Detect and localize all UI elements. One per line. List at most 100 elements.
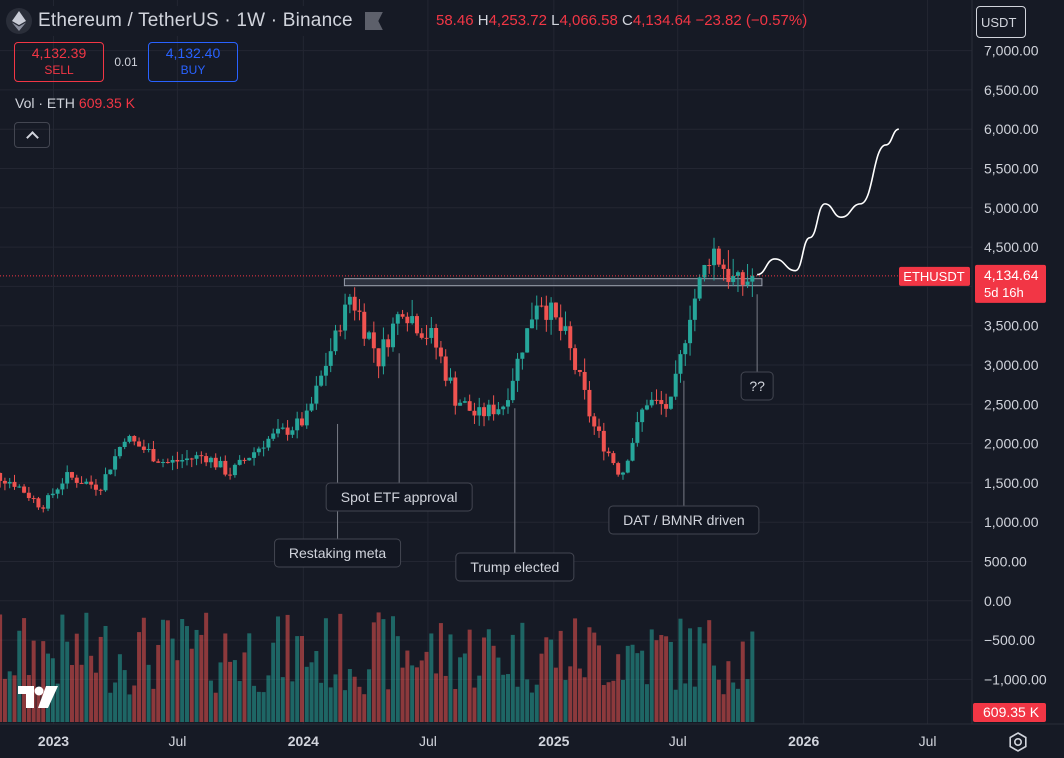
volume-bar <box>577 668 582 722</box>
candle-body <box>491 404 496 415</box>
candle-body <box>702 264 707 278</box>
volume-legend[interactable]: Vol · ETH 609.35 K <box>15 95 135 111</box>
candle-body <box>745 281 750 285</box>
sell-button[interactable]: 4,132.39 SELL <box>14 42 104 82</box>
candle-body <box>707 264 712 266</box>
candle-body <box>50 493 55 496</box>
candle-body <box>515 358 520 381</box>
buy-button[interactable]: 4,132.40 BUY <box>148 42 238 82</box>
volume-bar <box>271 642 276 722</box>
candle-body <box>261 447 266 449</box>
time-axis: 2023 Jul 2024 Jul 2025 Jul 2026 Jul <box>0 723 1064 749</box>
volume-bar <box>184 626 189 722</box>
volume-label: Vol · ETH <box>15 95 75 111</box>
candle-body <box>505 400 510 407</box>
volume-bar <box>352 676 357 722</box>
candle-body <box>137 441 142 447</box>
symbol-tag <box>899 266 970 286</box>
candle-body <box>616 463 621 475</box>
sell-label: SELL <box>44 63 74 77</box>
candle-body <box>510 380 515 401</box>
candle-body <box>424 337 429 339</box>
time-tick-label: Jul <box>168 733 186 749</box>
symbol-title[interactable]: Ethereum / TetherUS · 1W · Binance <box>38 10 353 31</box>
ohlc-low-label: L <box>551 12 560 29</box>
tradingview-logo-icon[interactable] <box>16 684 60 710</box>
candle-body <box>170 459 175 463</box>
candle-body <box>26 492 31 499</box>
candle-body <box>151 449 156 462</box>
annotations: Restaking meta Spot ETF approval Trump ele… <box>274 294 774 582</box>
volume-bar <box>17 630 22 722</box>
candle-body <box>2 480 7 484</box>
volume-bar <box>309 662 314 722</box>
candle-body <box>256 448 261 453</box>
volume-bar <box>410 665 415 722</box>
resistance-box <box>343 278 763 287</box>
volume-bar <box>735 688 740 722</box>
candle-body <box>692 298 697 320</box>
candle-body <box>180 460 185 462</box>
price-tick-label: 1,500.00 <box>984 475 1039 491</box>
candle-body <box>620 472 625 475</box>
candle-body <box>141 446 146 450</box>
price-tick-label: 4,500.00 <box>984 239 1039 255</box>
volume-bar <box>424 651 429 722</box>
price-axis: 7,000.00 6,500.00 6,000.00 5,500.00 5,000.00… <box>971 0 1047 724</box>
price-tick-label: 2,500.00 <box>984 396 1039 412</box>
volume-bar <box>553 667 558 722</box>
settings-gear-icon[interactable] <box>1007 731 1029 753</box>
candle-body <box>299 418 304 426</box>
volume-bar <box>644 684 649 722</box>
annotation-text: Trump elected <box>470 559 559 575</box>
volume-bar <box>108 692 113 722</box>
volume-bar <box>400 667 405 722</box>
candle-body <box>266 438 271 448</box>
volume-bar <box>501 674 506 722</box>
volume-bar <box>204 612 209 722</box>
collapse-legend-button[interactable] <box>14 122 50 148</box>
volume-bar <box>587 627 592 722</box>
candle-body <box>400 314 405 317</box>
annotation-box <box>455 552 575 582</box>
candle-body <box>31 498 36 500</box>
candle-body <box>237 459 242 465</box>
volume-bar <box>740 641 745 722</box>
candle-body <box>726 268 731 282</box>
volume-bar <box>74 633 79 722</box>
buy-price: 4,132.40 <box>165 45 221 61</box>
candle-body <box>309 403 314 411</box>
trade-panel: 4,132.39 SELL 0.01 4,132.40 BUY <box>14 42 238 82</box>
candle-body <box>539 305 544 307</box>
volume-bar <box>606 682 611 722</box>
volume-bar <box>692 686 697 722</box>
volume-bar <box>295 636 300 722</box>
candle-body <box>117 447 122 457</box>
buy-label: BUY <box>180 63 206 77</box>
volume-bar <box>534 684 539 722</box>
symbol-header[interactable]: Ethereum / TetherUS · 1W · Binance <box>6 6 389 36</box>
volume-bar <box>505 674 510 722</box>
candle-body <box>716 248 721 265</box>
currency-selector[interactable]: USDT <box>976 6 1026 38</box>
volume-bar <box>151 688 156 722</box>
candle-body <box>252 452 257 458</box>
candle-body <box>218 460 223 468</box>
price-tags: ETHUSDT 4,134.64 5d 16h 609.35 K <box>0 264 1046 722</box>
volume-bar <box>520 622 525 722</box>
volume-value: 609.35 K <box>78 95 135 111</box>
candle-body <box>127 436 132 442</box>
flag-icon[interactable] <box>364 12 383 30</box>
ohlc-high-label: H <box>477 12 489 29</box>
volume-bar <box>673 689 678 722</box>
candle-body <box>108 469 113 475</box>
time-tick-label: 2026 <box>788 733 819 749</box>
annotation-box <box>740 371 774 401</box>
candle-body <box>573 348 578 370</box>
volume-bar <box>314 651 319 722</box>
candle-body <box>290 430 295 435</box>
volume-bar <box>568 666 573 722</box>
volume-bar <box>429 633 434 722</box>
projection-line <box>756 128 900 276</box>
